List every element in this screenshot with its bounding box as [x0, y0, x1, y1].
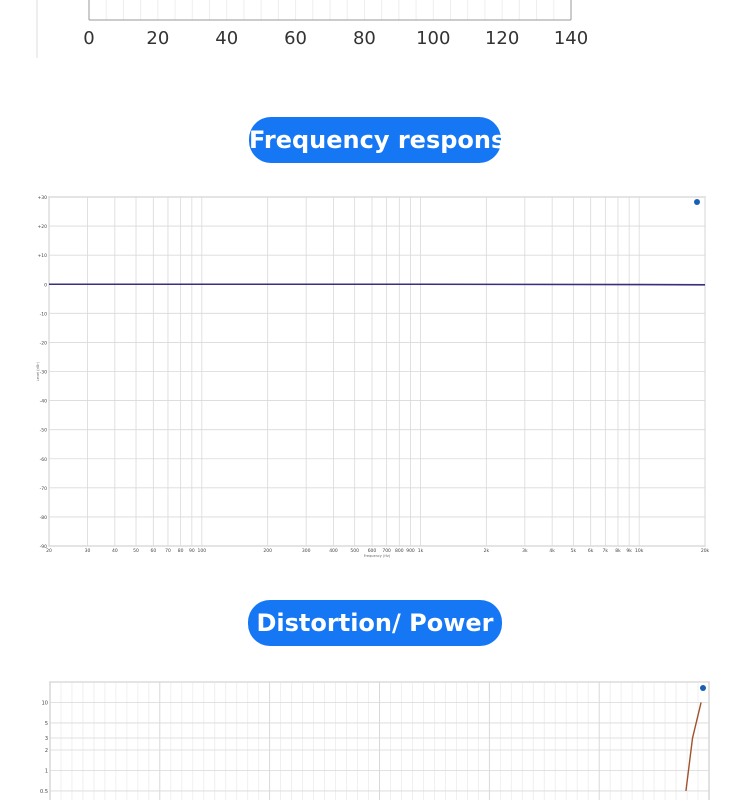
x-tick-label: 2k — [484, 548, 490, 554]
x-tick-label: 8k — [615, 548, 621, 554]
x-tick-label: 400 — [329, 548, 338, 554]
x-tick-label: 900 — [406, 548, 415, 554]
y-tick-label: 0.5 — [40, 789, 48, 795]
distortion-chart: 10 5 3 2 1 0.5 — [40, 681, 710, 804]
x-tick-label: 600 — [368, 548, 377, 554]
x-tick-label: 10k — [635, 548, 644, 554]
y-tick-label: -10 — [40, 311, 47, 317]
x-tick-label: 20 — [146, 28, 169, 49]
x-tick-label: 200 — [263, 548, 272, 554]
x-tick-label: 500 — [350, 548, 359, 554]
y-tick-label: 10 — [42, 700, 48, 706]
y-tick-label: +20 — [38, 224, 48, 230]
y-tick-label: 3 — [45, 736, 48, 742]
y-tick-label: -40 — [40, 399, 47, 405]
x-tick-label: 9k — [626, 548, 632, 554]
x-tick-label: 20 — [46, 548, 52, 554]
y-tick-label: -90 — [40, 544, 47, 550]
x-tick-label: 800 — [395, 548, 404, 554]
y-tick-label: -80 — [40, 515, 47, 521]
y-tick-label: -30 — [40, 370, 47, 376]
y-tick-label: 0 — [44, 282, 47, 288]
x-tick-label: 140 — [554, 28, 588, 49]
x-tick-label: 700 — [382, 548, 391, 554]
ap-logo-mark — [700, 685, 706, 691]
x-tick-label: 80 — [353, 28, 376, 49]
power-chart: 0 20 40 60 80 100 120 140 — [36, 0, 588, 58]
ap-logo-icon — [694, 199, 700, 205]
frequency-response-chart-panel: +30 +20 +10 0 -10 -20 -30 -40 -50 -60 -70 -80 -90 20 3… — [36, 193, 712, 558]
y-tick-label: -50 — [40, 428, 47, 434]
x-tick-label: 7k — [603, 548, 609, 554]
x-tick-label: 60 — [150, 548, 156, 554]
y-axis-label: Level (dBr) — [36, 361, 40, 381]
x-tick-label: 1k — [418, 548, 424, 554]
x-tick-label: 5k — [571, 548, 577, 554]
frequency-response-title: Frequency response — [249, 117, 522, 163]
power-chart-panel: 0 20 40 60 80 100 120 140 — [36, 0, 712, 58]
x-tick-label: 60 — [284, 28, 307, 49]
y-tick-label: -20 — [40, 340, 47, 346]
x-axis-label: Frequency (Hz) — [364, 554, 391, 558]
y-tick-label: +30 — [38, 195, 48, 201]
x-tick-label: 100 — [198, 548, 207, 554]
y-tick-label: 2 — [45, 748, 48, 754]
x-tick-label: 70 — [165, 548, 171, 554]
x-tick-label: 40 — [215, 28, 238, 49]
y-tick-label: 1 — [45, 768, 48, 774]
y-tick-label: -70 — [40, 486, 47, 492]
ap-logo-mark — [694, 199, 700, 205]
x-tick-label: 30 — [85, 548, 91, 554]
x-tick-label: 80 — [178, 548, 184, 554]
y-tick-label: -60 — [40, 457, 47, 463]
x-tick-label: 100 — [416, 28, 450, 49]
x-tick-label: 0 — [83, 28, 94, 49]
ap-logo-icon — [700, 685, 706, 691]
x-tick-label: 50 — [133, 548, 139, 554]
distortion-power-title: Distortion/ Power — [248, 600, 502, 646]
x-tick-label: 90 — [189, 548, 195, 554]
x-tick-label: 6k — [588, 548, 594, 554]
x-tick-label: 3k — [522, 548, 528, 554]
x-tick-label: 40 — [112, 548, 118, 554]
series-line — [685, 702, 702, 792]
y-tick-label: +10 — [38, 253, 48, 259]
y-tick-label: 5 — [45, 721, 48, 727]
x-tick-label: 4k — [549, 548, 555, 554]
x-tick-label: 120 — [485, 28, 519, 49]
x-tick-label: 20k — [701, 548, 710, 554]
x-tick-label: 300 — [302, 548, 311, 554]
series-line — [49, 283, 706, 286]
distortion-chart-panel: 10 5 3 2 1 0.5 — [36, 678, 712, 804]
